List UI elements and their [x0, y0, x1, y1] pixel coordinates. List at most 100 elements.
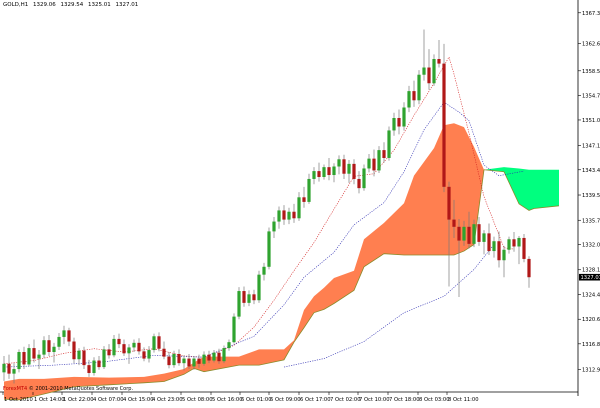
time-tick-label: 7 Oct 18:00 — [389, 397, 420, 403]
bull-candle — [182, 359, 185, 364]
bull-candle — [332, 167, 335, 176]
bull-candle — [237, 291, 240, 317]
time-tick-label: 4 Oct 15:00 — [123, 397, 154, 403]
bull-candle — [462, 227, 465, 241]
price-tick-label: 1332.00 — [582, 243, 600, 249]
bull-candle — [127, 347, 130, 353]
bull-candle — [132, 343, 135, 348]
bull-candle — [402, 108, 405, 127]
price-tick-label: 1351.00 — [582, 118, 600, 124]
price-tick-label: 1328.15 — [582, 268, 600, 274]
bear-candle — [22, 352, 25, 364]
brand-text: ForexMT4 — [3, 386, 27, 392]
bull-candle — [232, 317, 235, 343]
bear-candle — [352, 164, 355, 179]
bull-candle — [387, 130, 390, 158]
time-tick-label: 8 Oct 11:00 — [448, 397, 479, 403]
low-value: 1325.01 — [88, 2, 111, 8]
price-tick-label: 1324.40 — [582, 292, 600, 298]
bull-candle — [347, 164, 350, 174]
bear-candle — [97, 361, 100, 368]
bull-candle — [212, 353, 215, 361]
price-tick-label: 1354.75 — [582, 93, 600, 99]
bull-candle — [27, 348, 30, 364]
bear-candle — [477, 224, 480, 242]
bull-candle — [92, 361, 95, 373]
bull-candle — [337, 159, 340, 166]
bull-candle — [492, 241, 495, 251]
bear-candle — [487, 233, 490, 251]
bear-candle — [457, 227, 460, 241]
price-tick-label: 1320.60 — [582, 317, 600, 323]
bull-candle — [2, 364, 5, 373]
open-value: 1329.06 — [33, 2, 56, 8]
time-tick-label: 1 Oct 2010 — [4, 397, 33, 403]
price-tick-label: 1358.50 — [582, 69, 600, 75]
bull-candle — [272, 222, 275, 232]
price-tick-label: 1316.85 — [582, 342, 600, 348]
bear-candle — [122, 344, 125, 353]
bear-candle — [317, 171, 320, 177]
bull-candle — [222, 348, 225, 361]
bull-candle — [377, 150, 380, 170]
bear-candle — [87, 365, 90, 373]
bear-candle — [107, 349, 110, 355]
bear-candle — [177, 354, 180, 363]
bear-candle — [497, 241, 500, 260]
bear-candle — [187, 359, 190, 367]
bear-candle — [327, 167, 330, 175]
bull-candle — [52, 347, 55, 352]
bear-candle — [252, 294, 255, 300]
bull-candle — [192, 359, 195, 367]
bear-candle — [47, 340, 50, 352]
time-tick-label: 6 Oct 17:00 — [300, 397, 331, 403]
copyright-text: © 2001-2010 MetaQuotes Software Corp. — [29, 386, 133, 392]
bear-candle — [302, 197, 305, 202]
bear-candle — [282, 210, 285, 219]
bear-candle — [67, 330, 70, 341]
bear-candle — [522, 238, 525, 259]
bull-candle — [322, 167, 325, 177]
bear-candle — [412, 91, 415, 100]
plot-area — [0, 0, 578, 392]
bull-candle — [287, 212, 290, 220]
bear-candle — [142, 351, 145, 358]
bear-candle — [197, 359, 200, 364]
bear-candle — [7, 364, 10, 374]
bull-candle — [152, 336, 155, 350]
bull-candle — [112, 339, 115, 355]
bull-candle — [202, 355, 205, 364]
bear-candle — [342, 159, 345, 173]
price-tick-label: 1367.35 — [582, 11, 600, 17]
bear-candle — [397, 118, 400, 127]
bull-candle — [247, 294, 250, 303]
bull-candle — [312, 171, 315, 179]
time-tick-label: 5 Oct 08:00 — [182, 397, 213, 403]
bear-candle — [512, 239, 515, 246]
time-tick-label: 1 Oct 22:00 — [63, 397, 94, 403]
bull-candle — [267, 231, 270, 266]
bull-candle — [62, 330, 65, 337]
bull-candle — [472, 224, 475, 244]
bull-candle — [297, 197, 300, 218]
time-tick-label: 1 Oct 14:00 — [34, 397, 65, 403]
bull-candle — [517, 238, 520, 247]
bear-candle — [292, 212, 295, 219]
price-tick-label: 1339.55 — [582, 193, 600, 199]
current-price-label: 1327.01 — [581, 275, 600, 281]
bull-candle — [42, 340, 45, 354]
bear-candle — [82, 351, 85, 365]
bull-candle — [147, 350, 150, 359]
time-tick-label: 4 Oct 07:00 — [93, 397, 124, 403]
bull-candle — [102, 349, 105, 367]
close-value: 1327.01 — [116, 2, 139, 8]
time-tick-label: 7 Oct 10:00 — [359, 397, 390, 403]
bear-candle — [32, 348, 35, 358]
bull-candle — [407, 91, 410, 107]
bull-candle — [77, 351, 80, 360]
bear-candle — [117, 339, 120, 344]
bear-candle — [427, 68, 430, 84]
bear-candle — [467, 227, 470, 244]
bull-candle — [502, 250, 505, 260]
